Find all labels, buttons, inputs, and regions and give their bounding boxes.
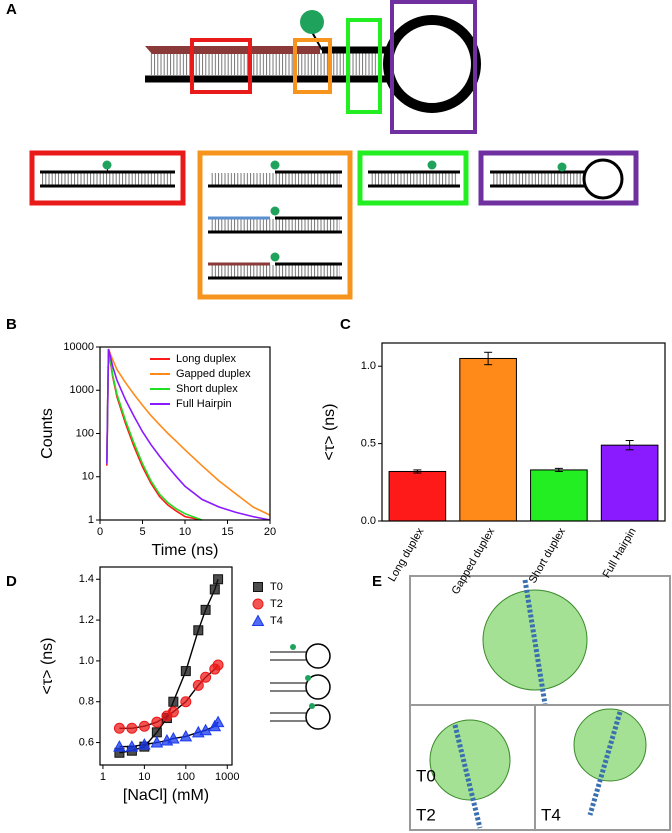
marker	[179, 729, 193, 742]
y-tick-label: 0.6	[79, 736, 94, 748]
panel-label: D	[6, 573, 17, 590]
panel-label: C	[340, 316, 351, 333]
x-tick-label: 5	[139, 526, 145, 538]
x-tick-label: 20	[264, 526, 276, 538]
x-tick-label: 15	[221, 526, 233, 538]
marker	[200, 671, 212, 683]
marker	[125, 740, 139, 752]
marker	[151, 727, 162, 738]
y-axis-label: Counts	[39, 408, 56, 459]
y-axis-label: <τ> (ns)	[321, 403, 338, 460]
panel-label: A	[6, 1, 17, 18]
marker	[212, 659, 224, 671]
y-tick-label: 1.2	[79, 614, 94, 626]
x-axis-label: [NaCl] (mM)	[123, 787, 209, 804]
plot-frame	[99, 566, 233, 766]
marker	[192, 679, 204, 691]
legend-label: Short duplex	[176, 383, 238, 395]
marker	[180, 666, 191, 677]
x-tick-label: 10	[138, 771, 150, 783]
marker	[138, 738, 151, 750]
y-tick-label: 1.4	[79, 573, 94, 585]
panel-label: B	[6, 316, 17, 333]
y-tick-label: 1.0	[361, 360, 376, 372]
x-tick-label: 10	[179, 526, 191, 538]
marker	[150, 736, 164, 748]
marker	[199, 723, 212, 736]
marker	[209, 584, 220, 595]
bar	[530, 469, 588, 522]
marker	[167, 706, 179, 718]
marker	[126, 722, 138, 734]
x-tick-label: 1000	[215, 771, 239, 783]
marker	[200, 604, 211, 615]
y-tick-label: 1.0	[79, 655, 94, 667]
marker	[168, 696, 179, 707]
hairpin-sketch	[270, 643, 331, 730]
y-tick-label: 10000	[63, 341, 94, 353]
decay-curve	[106, 348, 271, 521]
marker	[113, 740, 126, 752]
legend-label: T0	[270, 581, 283, 593]
plot-frame	[381, 342, 666, 522]
legend-label: Full Hairpin	[176, 398, 232, 410]
marker	[211, 715, 225, 728]
marker	[193, 625, 204, 636]
plot-frame	[99, 346, 271, 521]
legend-marker	[252, 598, 264, 610]
legend-marker	[253, 582, 263, 592]
x-tick-label: 100	[177, 771, 195, 783]
structure-label: T2	[416, 805, 436, 824]
y-tick-label: 100	[76, 427, 94, 439]
x-tick-label: 0	[97, 526, 103, 538]
x-tick-label: Full Hairpin	[601, 526, 639, 580]
marker	[138, 720, 150, 732]
structure-label: T4	[541, 805, 561, 824]
y-tick-label: 0.8	[79, 696, 94, 708]
legend-label: Long duplex	[176, 353, 236, 365]
y-tick-label: 10	[82, 471, 94, 483]
marker	[113, 722, 125, 734]
structure-label: T0	[416, 766, 436, 785]
x-tick-label: 1	[100, 771, 106, 783]
marker	[167, 731, 180, 744]
bar	[459, 357, 517, 522]
x-axis-label: Time (ns)	[152, 542, 219, 559]
legend-label: T4	[270, 615, 283, 627]
y-tick-label: 1	[88, 514, 94, 526]
structure-images: T0 T2 T4	[409, 575, 671, 831]
y-tick-label: 0.0	[361, 515, 376, 527]
bar	[388, 470, 447, 522]
legend-label: Gapped duplex	[176, 368, 251, 380]
panel-label: E	[372, 573, 382, 590]
legend-label: T2	[270, 598, 283, 610]
y-tick-label: 1000	[70, 384, 94, 396]
marker	[180, 696, 192, 708]
decay-curve	[106, 348, 203, 521]
marker	[213, 574, 224, 585]
y-tick-label: 0.5	[361, 438, 376, 450]
legend-marker	[251, 614, 265, 626]
decay-curve	[106, 348, 271, 516]
y-axis-label: <τ> (ns)	[39, 637, 56, 694]
marker	[151, 716, 163, 728]
construct-diagram	[29, 0, 639, 300]
bar	[600, 444, 659, 522]
